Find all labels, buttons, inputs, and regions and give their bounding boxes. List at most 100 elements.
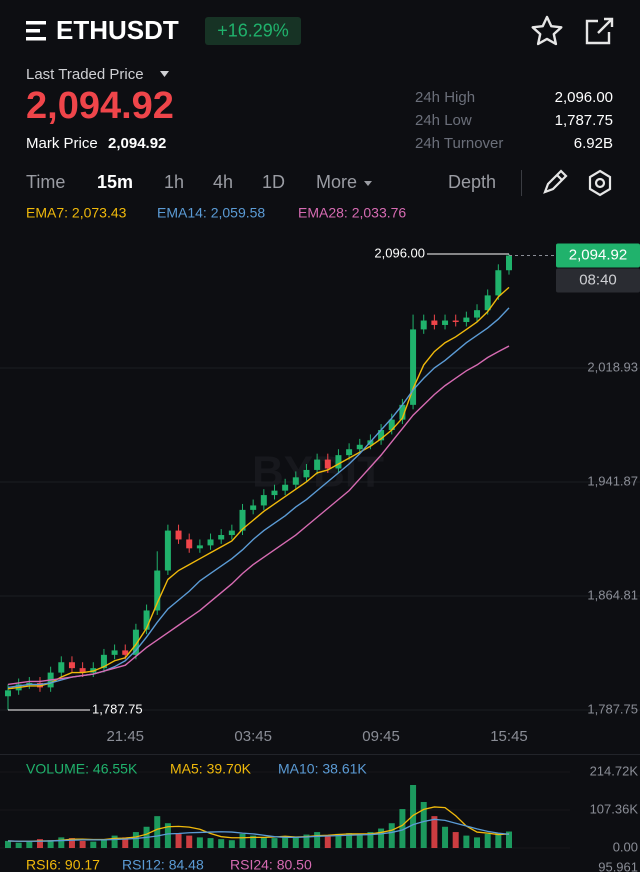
last-price-tag	[556, 243, 640, 268]
legend-entry: EMA28: 2,033.76	[298, 205, 406, 221]
volume-bar	[410, 784, 417, 848]
draw-icon[interactable]	[543, 169, 568, 194]
volume-bar	[346, 833, 353, 848]
share-icon[interactable]	[585, 17, 614, 45]
divider	[0, 754, 640, 755]
rsi-legend-entry: RSI24: 80.50	[230, 857, 312, 872]
volume-bar	[271, 838, 278, 848]
candle-body	[431, 320, 438, 325]
volume-bar	[378, 828, 385, 848]
rsi-axis-label: 95.961	[598, 859, 638, 872]
mark-label: Mark Price	[26, 135, 98, 152]
tab[interactable]: Depth	[448, 172, 496, 192]
volume-bar	[122, 837, 129, 848]
separator	[521, 170, 522, 196]
menu-icon[interactable]	[26, 21, 46, 41]
mark-price: 2,094.92	[108, 135, 166, 152]
extreme-label: 2,096.00	[374, 245, 425, 260]
volume-bar	[335, 833, 342, 848]
y-tick-label: 107.36K	[590, 801, 639, 816]
price-chart: BYBIT1,787.751,864.811,941.872,018.9321:…	[0, 243, 640, 745]
more-dropdown-icon[interactable]	[364, 181, 372, 186]
tab[interactable]: 15m	[97, 172, 133, 192]
candle-body	[495, 270, 502, 296]
candle-body	[122, 650, 129, 655]
volume-bar	[239, 833, 246, 848]
candle-body	[68, 662, 75, 669]
legend-entry: MA5: 39.70K	[170, 761, 252, 777]
candle-body	[196, 545, 203, 549]
candle-body	[271, 490, 278, 496]
candle-body	[228, 530, 235, 536]
volume-bar	[356, 834, 363, 848]
tab[interactable]: 1h	[164, 172, 184, 192]
candle-body	[452, 320, 459, 323]
ema-legend: EMA7: 2,073.43 EMA14: 2,059.58 EMA28: 2,03…	[26, 205, 406, 221]
candle-body	[378, 429, 385, 441]
volume-bar	[484, 833, 491, 848]
stat-label: 24h High	[415, 89, 475, 106]
volume-bar	[495, 833, 502, 848]
volume-bar	[420, 801, 427, 848]
candle-body	[79, 668, 86, 673]
volume-bar	[5, 840, 11, 848]
volume-bar	[282, 836, 289, 848]
candle-body	[303, 469, 310, 478]
x-tick-label: 09:45	[362, 728, 400, 745]
volume-bar	[175, 833, 182, 848]
candle-body	[399, 404, 406, 420]
price-label[interactable]: Last Traded Price	[26, 66, 144, 83]
y-tick-label: 0.00	[613, 839, 638, 854]
stat-value: 1,787.75	[555, 112, 613, 129]
stats: 24h High 2,096.00 24h Low 1,787.75 24h Turno…	[415, 89, 613, 152]
candle-body	[175, 530, 182, 540]
volume-bar	[431, 816, 438, 848]
x-tick-label: 03:45	[234, 728, 272, 745]
ma-line	[7, 818, 510, 842]
candle-body	[218, 535, 225, 540]
volume-bar	[367, 832, 374, 848]
candle-body	[26, 682, 33, 685]
volume-bar	[100, 839, 107, 848]
volume-bar	[111, 835, 118, 848]
volume-bar	[250, 835, 257, 848]
candle-body	[463, 317, 470, 323]
volume-bar	[260, 837, 267, 848]
rsi-legend-entry: RSI12: 84.48	[122, 857, 204, 872]
dropdown-icon[interactable]	[160, 71, 169, 77]
legend-entry: EMA14: 2,059.58	[157, 205, 265, 221]
stat-value: 2,096.00	[555, 89, 613, 106]
candle-body	[324, 459, 331, 469]
volume-bar	[58, 837, 65, 848]
volume-bar	[79, 840, 86, 848]
settings-icon[interactable]	[588, 169, 612, 197]
volume-bar	[26, 841, 33, 848]
volume-bar	[47, 840, 54, 848]
legend-entry: MA10: 38.61K	[278, 761, 367, 777]
candle-body	[250, 505, 257, 510]
candle-body	[420, 320, 427, 330]
candle-body	[154, 570, 161, 611]
legend-entry: VOLUME: 46.55K	[26, 761, 138, 777]
volume-bar	[68, 838, 75, 848]
volume-bar	[164, 823, 171, 848]
candle-body	[335, 455, 342, 469]
legend-entry: EMA7: 2,073.43	[26, 205, 127, 221]
volume-bar	[154, 816, 161, 848]
tab[interactable]: Time	[26, 172, 65, 192]
candle-body	[58, 662, 65, 673]
symbol[interactable]: ETHUSDT	[56, 15, 179, 45]
candle-body	[260, 495, 267, 506]
favorite-icon[interactable]	[531, 15, 563, 46]
candle-body	[111, 650, 118, 655]
countdown: 08:40	[579, 272, 617, 289]
volume-bar	[474, 837, 481, 848]
tab[interactable]: More	[316, 172, 357, 192]
candle-body	[346, 449, 353, 456]
tab[interactable]: 1D	[262, 172, 285, 192]
tab[interactable]: 4h	[213, 172, 233, 192]
ema-line	[7, 345, 510, 686]
x-tick-label: 21:45	[106, 728, 144, 745]
extreme-label: 1,787.75	[92, 701, 143, 716]
